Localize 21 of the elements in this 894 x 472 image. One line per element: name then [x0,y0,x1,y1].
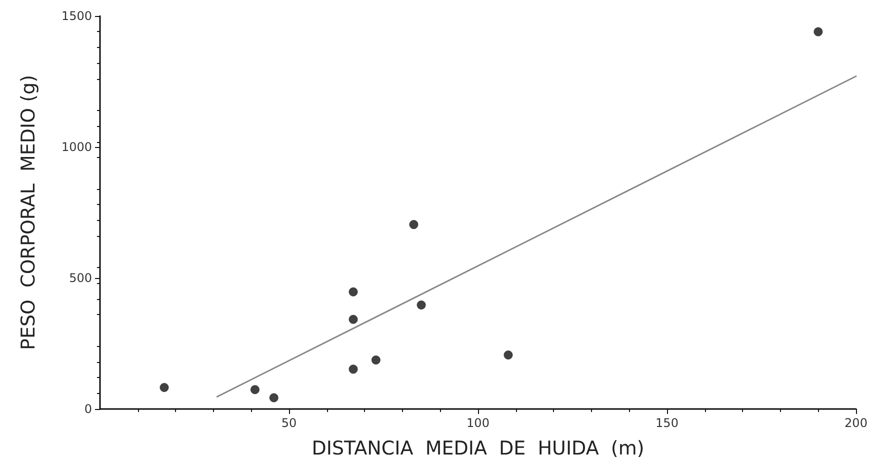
point [371,356,380,365]
y-tick-label: 1000 [61,140,92,154]
point [348,364,358,374]
point [348,314,358,324]
x-axis-title: DISTANCIA MEDIA DE HUIDA (m) [312,438,644,460]
point [160,383,169,392]
x-tick-label: 150 [656,416,678,430]
point [409,220,418,230]
y-tick-label: 500 [69,271,92,285]
point [269,393,278,402]
point [250,385,260,394]
y-axis-title: PESO CORPORAL MEDIO (g) [18,75,40,350]
point [348,287,358,296]
y-tick-label: 1500 [61,9,92,23]
point [504,350,513,360]
x-tick-label: 200 [844,416,868,430]
y-tick-label: 0 [84,402,92,416]
point [814,27,823,36]
point [416,300,426,310]
x-tick-label: 50 [281,416,297,430]
x-tick-label: 100 [466,416,490,430]
